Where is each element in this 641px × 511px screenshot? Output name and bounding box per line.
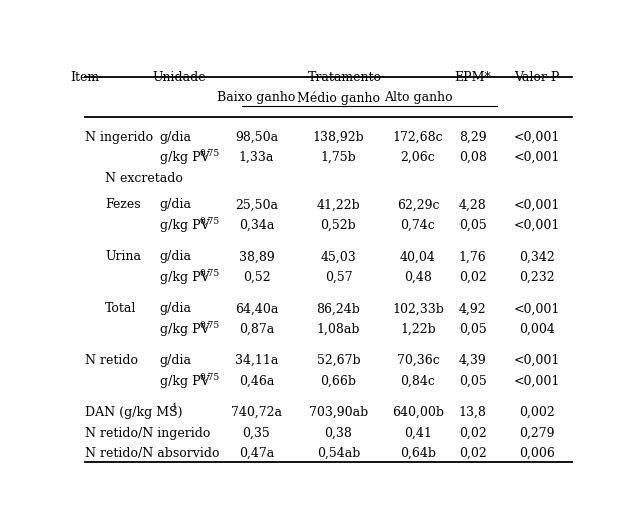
Text: Valor P: Valor P — [515, 71, 560, 84]
Text: 70,36c: 70,36c — [397, 354, 439, 367]
Text: 0,75: 0,75 — [199, 217, 220, 225]
Text: EPM*: EPM* — [454, 71, 491, 84]
Text: 1,08ab: 1,08ab — [317, 323, 360, 336]
Text: 0,54ab: 0,54ab — [317, 447, 360, 460]
Text: 8,29: 8,29 — [459, 131, 487, 144]
Text: 0,02: 0,02 — [459, 427, 487, 439]
Text: 0,46a: 0,46a — [239, 375, 274, 388]
Text: 98,50a: 98,50a — [235, 131, 278, 144]
Text: 41,22b: 41,22b — [317, 198, 360, 212]
Text: 640,00b: 640,00b — [392, 406, 444, 419]
Text: 0,75: 0,75 — [199, 373, 220, 381]
Text: N retido: N retido — [85, 354, 138, 367]
Text: 34,11a: 34,11a — [235, 354, 278, 367]
Text: 0,84c: 0,84c — [401, 375, 435, 388]
Text: N retido/N ingerido: N retido/N ingerido — [85, 427, 210, 439]
Text: g/kg PV: g/kg PV — [160, 219, 209, 232]
Text: 740,72a: 740,72a — [231, 406, 282, 419]
Text: 64,40a: 64,40a — [235, 303, 278, 315]
Text: 0,87a: 0,87a — [239, 323, 274, 336]
Text: 0,05: 0,05 — [459, 219, 487, 232]
Text: 1,33a: 1,33a — [239, 151, 274, 164]
Text: <0,001: <0,001 — [514, 303, 560, 315]
Text: g/kg PV: g/kg PV — [160, 151, 209, 164]
Text: Total: Total — [105, 303, 137, 315]
Text: 0,47a: 0,47a — [239, 447, 274, 460]
Text: 0,002: 0,002 — [519, 406, 555, 419]
Text: N excretado: N excretado — [105, 172, 183, 184]
Text: 0,35: 0,35 — [242, 427, 271, 439]
Text: 0,64b: 0,64b — [400, 447, 436, 460]
Text: 0,004: 0,004 — [519, 323, 555, 336]
Text: 0,74c: 0,74c — [401, 219, 435, 232]
Text: g/kg PV: g/kg PV — [160, 375, 209, 388]
Text: 1,75b: 1,75b — [320, 151, 356, 164]
Text: 0,52b: 0,52b — [320, 219, 356, 232]
Text: 0,02: 0,02 — [459, 271, 487, 284]
Text: 86,24b: 86,24b — [317, 303, 360, 315]
Text: 4,39: 4,39 — [459, 354, 487, 367]
Text: DAN (g/kg MS): DAN (g/kg MS) — [85, 406, 183, 419]
Text: 13,8: 13,8 — [459, 406, 487, 419]
Text: 0,48: 0,48 — [404, 271, 432, 284]
Text: 1,22b: 1,22b — [400, 323, 436, 336]
Text: 4,92: 4,92 — [459, 303, 487, 315]
Text: 0,34a: 0,34a — [239, 219, 274, 232]
Text: Alto ganho: Alto ganho — [383, 91, 453, 104]
Text: 0,232: 0,232 — [519, 271, 555, 284]
Text: N retido/N absorvido: N retido/N absorvido — [85, 447, 220, 460]
Text: g/kg PV: g/kg PV — [160, 271, 209, 284]
Text: 172,68c: 172,68c — [393, 131, 443, 144]
Text: g/dia: g/dia — [160, 131, 192, 144]
Text: <0,001: <0,001 — [514, 375, 560, 388]
Text: 0,342: 0,342 — [519, 250, 555, 263]
Text: Tratamento: Tratamento — [308, 71, 381, 84]
Text: <0,001: <0,001 — [514, 151, 560, 164]
Text: 0,38: 0,38 — [324, 427, 353, 439]
Text: g/dia: g/dia — [160, 354, 192, 367]
Text: 102,33b: 102,33b — [392, 303, 444, 315]
Text: 40,04: 40,04 — [400, 250, 436, 263]
Text: Item: Item — [71, 71, 99, 84]
Text: Urina: Urina — [105, 250, 141, 263]
Text: 0,08: 0,08 — [459, 151, 487, 164]
Text: N ingerido: N ingerido — [85, 131, 153, 144]
Text: 38,89: 38,89 — [238, 250, 274, 263]
Text: 0,02: 0,02 — [459, 447, 487, 460]
Text: <0,001: <0,001 — [514, 219, 560, 232]
Text: 703,90ab: 703,90ab — [309, 406, 368, 419]
Text: 0,05: 0,05 — [459, 323, 487, 336]
Text: Baixo ganho: Baixo ganho — [217, 91, 296, 104]
Text: 0,41: 0,41 — [404, 427, 432, 439]
Text: 2,06c: 2,06c — [401, 151, 435, 164]
Text: 0,52: 0,52 — [243, 271, 271, 284]
Text: 0,75: 0,75 — [199, 320, 220, 330]
Text: g/dia: g/dia — [160, 198, 192, 212]
Text: g/dia: g/dia — [160, 250, 192, 263]
Text: 0,006: 0,006 — [519, 447, 555, 460]
Text: 0,75: 0,75 — [199, 149, 220, 158]
Text: 45,03: 45,03 — [320, 250, 356, 263]
Text: 1: 1 — [172, 404, 178, 412]
Text: 1,76: 1,76 — [459, 250, 487, 263]
Text: Fezes: Fezes — [105, 198, 140, 212]
Text: <0,001: <0,001 — [514, 131, 560, 144]
Text: Unidade: Unidade — [153, 71, 206, 84]
Text: 0,57: 0,57 — [324, 271, 353, 284]
Text: 0,75: 0,75 — [199, 268, 220, 277]
Text: <0,001: <0,001 — [514, 198, 560, 212]
Text: 138,92b: 138,92b — [313, 131, 364, 144]
Text: 62,29c: 62,29c — [397, 198, 439, 212]
Text: 0,66b: 0,66b — [320, 375, 356, 388]
Text: <0,001: <0,001 — [514, 354, 560, 367]
Text: Médio ganho: Médio ganho — [297, 91, 380, 105]
Text: 0,05: 0,05 — [459, 375, 487, 388]
Text: 25,50a: 25,50a — [235, 198, 278, 212]
Text: 0,279: 0,279 — [519, 427, 555, 439]
Text: g/kg PV: g/kg PV — [160, 323, 209, 336]
Text: g/dia: g/dia — [160, 303, 192, 315]
Text: 4,28: 4,28 — [459, 198, 487, 212]
Text: 52,67b: 52,67b — [317, 354, 360, 367]
